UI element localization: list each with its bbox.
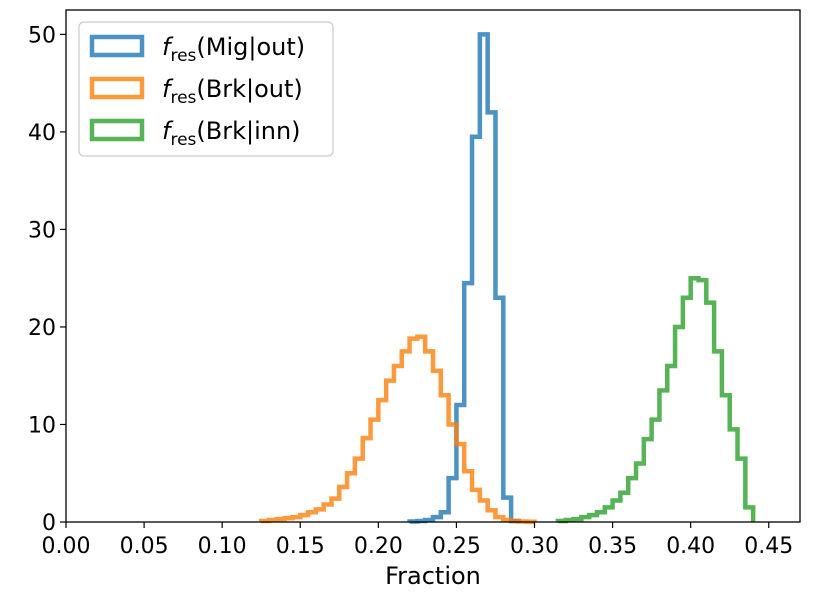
- histogram-series-group: [258, 32, 756, 525]
- y-tick-label: 20: [28, 316, 56, 341]
- x-tick-label: 0.00: [42, 534, 91, 559]
- legend-label-1: fres(Brk|out): [162, 75, 303, 108]
- y-tick-label: 0: [42, 511, 56, 536]
- x-tick-label: 0.30: [510, 534, 559, 559]
- histogram-series-2: [555, 275, 756, 524]
- x-axis-label: Fraction: [385, 562, 481, 590]
- legend-swatch-1: [89, 76, 145, 100]
- y-tick-label: 50: [28, 23, 56, 48]
- y-axis-ticks: 0 10 20 30 40 50: [28, 23, 66, 536]
- legend-swatch-2: [89, 118, 145, 142]
- x-axis-ticks: 0.00 0.05 0.10 0.15 0.20 0.25 0.30 0.35 0.40 0.45: [42, 522, 793, 559]
- x-tick-label: 0.15: [276, 534, 325, 559]
- plot-frame: [65, 9, 801, 523]
- y-tick-label: 40: [28, 121, 56, 146]
- y-tick-label: 10: [28, 413, 56, 438]
- x-tick-label: 0.05: [120, 534, 169, 559]
- legend: fres(Mig|out) fres(Brk|out) fres(Brk|inn): [78, 21, 334, 157]
- legend-swatch-0: [89, 34, 145, 58]
- histogram-series-1: [258, 334, 537, 525]
- histogram-series-0: [407, 32, 522, 524]
- legend-label-0: fres(Mig|out): [162, 33, 305, 66]
- x-tick-label: 0.25: [432, 534, 481, 559]
- legend-label-2: fres(Brk|inn): [162, 117, 301, 150]
- x-tick-label: 0.40: [666, 534, 715, 559]
- x-tick-label: 0.20: [354, 534, 403, 559]
- x-tick-label: 0.45: [744, 534, 793, 559]
- x-tick-label: 0.35: [588, 534, 637, 559]
- y-tick-label: 30: [28, 218, 56, 243]
- x-tick-label: 0.10: [198, 534, 247, 559]
